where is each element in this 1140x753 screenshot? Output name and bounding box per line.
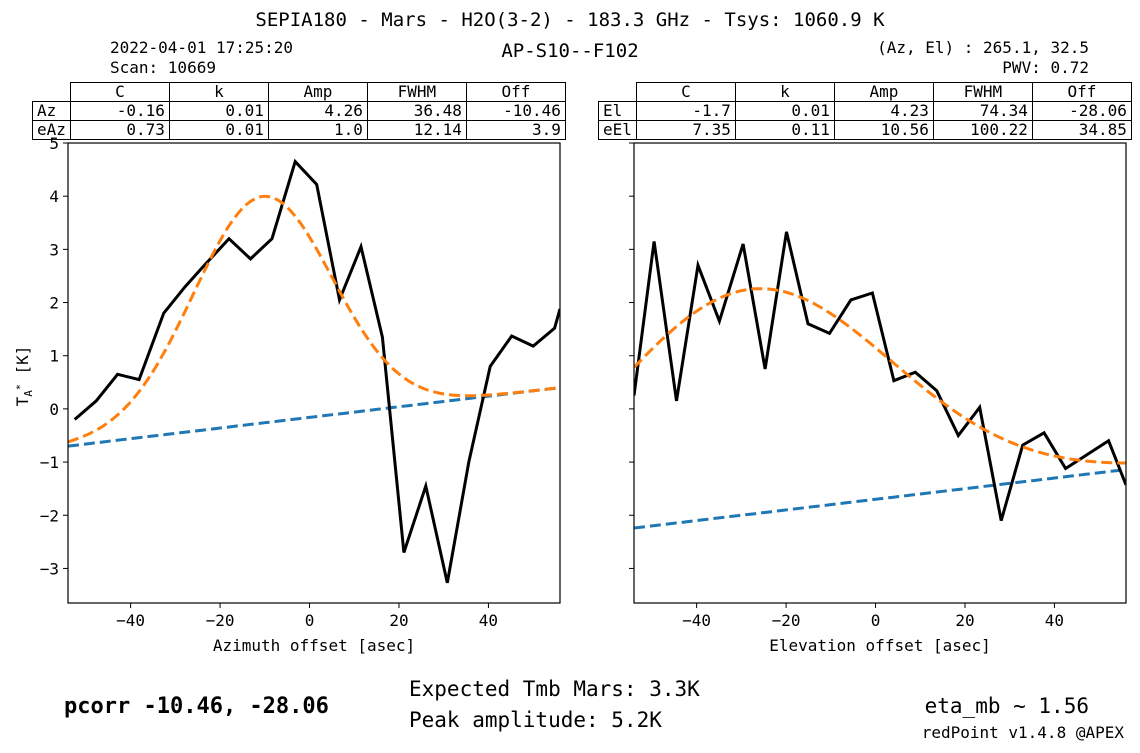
table-cell: 0.73 <box>69 120 170 140</box>
y-tick-label: 2 <box>49 294 59 313</box>
table-cell: 100.22 <box>932 120 1033 140</box>
col-header-fwhm: FWHM <box>932 82 1033 102</box>
table-cell: 0.01 <box>168 120 269 140</box>
y-tick-label: 1 <box>49 347 59 366</box>
y-tick-label: −3 <box>40 559 59 578</box>
x-tick-label: −40 <box>116 611 145 630</box>
table-row: eEl 7.35 0.11 10.56 100.22 34.85 <box>598 120 1132 140</box>
table-cell: 1.0 <box>267 120 368 140</box>
col-header-fwhm: FWHM <box>366 82 467 102</box>
table-cell: 74.34 <box>932 101 1033 121</box>
chart-title: SEPIA180 - Mars - H2O(3-2) - 183.3 GHz -… <box>255 9 885 31</box>
x-tick-label: −40 <box>682 611 711 630</box>
elevation-plot: −40 −20 0 20 40 Elevation offset [asec] <box>629 142 1127 655</box>
table-cell: 0.01 <box>168 101 269 121</box>
table-cell: 4.23 <box>833 101 934 121</box>
y-tick-label: −1 <box>40 453 59 472</box>
x-axis-label: Elevation offset [asec] <box>769 636 991 655</box>
table-cell: 0.01 <box>734 101 835 121</box>
x-tick-label: 40 <box>1045 611 1064 630</box>
y-tick-label: −2 <box>40 506 59 525</box>
x-tick-label: 40 <box>479 611 498 630</box>
x-tick-label: 20 <box>955 611 974 630</box>
plot-frame <box>633 142 1127 604</box>
table-cell: -28.06 <box>1031 101 1132 121</box>
version-label: redPoint v1.4.8 @APEX <box>921 723 1124 742</box>
row-label: eEl <box>598 120 637 140</box>
col-header-c: C <box>635 82 736 102</box>
baseline-fit-line <box>68 386 560 448</box>
table-cell: 12.14 <box>366 120 467 140</box>
y-tick-label: 4 <box>49 187 59 206</box>
el-fit-table: C k Amp FWHM Off El -1.7 0.01 4.23 74.34… <box>598 82 1132 140</box>
table-header-row: C k Amp FWHM Off <box>599 82 1132 102</box>
datetime-label: 2022-04-01 17:25:20 <box>110 38 294 57</box>
eta-mb-label: eta_mb ~ 1.56 <box>924 694 1089 718</box>
chart-subtitle: AP-S10--F102 <box>501 40 639 62</box>
col-header-amp: Amp <box>267 82 368 102</box>
x-tick-label: 20 <box>389 611 408 630</box>
pwv-label: PWV: 0.72 <box>1002 58 1089 77</box>
table-cell: 34.85 <box>1031 120 1132 140</box>
x-tick-label: −20 <box>206 611 235 630</box>
data-series-line <box>73 158 560 584</box>
table-cell: 0.11 <box>734 120 835 140</box>
gaussian-fit-line <box>634 287 1126 465</box>
peak-amplitude-label: Peak amplitude: 5.2K <box>409 708 662 732</box>
row-label: Az <box>32 101 71 121</box>
col-header-k: k <box>734 82 835 102</box>
gaussian-fit-line <box>68 194 560 444</box>
x-tick-label: 0 <box>305 611 315 630</box>
y-axis-label: TA* [K] <box>13 346 35 407</box>
data-series-line <box>634 231 1126 522</box>
y-tick-label: 0 <box>49 400 59 419</box>
table-cell: 3.9 <box>465 120 566 140</box>
col-header-c: C <box>69 82 170 102</box>
az-fit-table: C k Amp FWHM Off Az -0.16 0.01 4.26 36.4… <box>32 82 566 140</box>
col-header-off: Off <box>1031 82 1132 102</box>
expected-tmb-label: Expected Tmb Mars: 3.3K <box>409 677 700 701</box>
table-row: eAz 0.73 0.01 1.0 12.14 3.9 <box>32 120 566 140</box>
pcorr-label: pcorr -10.46, -28.06 <box>64 694 329 719</box>
scan-label: Scan: 10669 <box>110 58 216 77</box>
table-cell: -1.7 <box>635 101 736 121</box>
x-tick-label: 0 <box>871 611 881 630</box>
col-header-amp: Amp <box>833 82 934 102</box>
table-cell: -0.16 <box>69 101 170 121</box>
table-cell: -10.46 <box>465 101 566 121</box>
table-row: Az -0.16 0.01 4.26 36.48 -10.46 <box>32 101 566 121</box>
row-label: El <box>598 101 637 121</box>
table-cell: 10.56 <box>833 120 934 140</box>
col-header-off: Off <box>465 82 566 102</box>
x-tick-label: −20 <box>772 611 801 630</box>
table-cell: 7.35 <box>635 120 736 140</box>
col-header-k: k <box>168 82 269 102</box>
y-tick-label: 3 <box>49 240 59 259</box>
table-header-row: C k Amp FWHM Off <box>33 82 566 102</box>
row-label: eAz <box>32 120 71 140</box>
table-cell: 4.26 <box>267 101 368 121</box>
table-row: El -1.7 0.01 4.23 74.34 -28.06 <box>598 101 1132 121</box>
plot-frame <box>67 142 561 604</box>
table-cell: 36.48 <box>366 101 467 121</box>
x-axis-label: Azimuth offset [asec] <box>213 636 415 655</box>
azel-label: (Az, El) : 265.1, 32.5 <box>877 38 1089 57</box>
baseline-fit-line <box>634 468 1126 530</box>
